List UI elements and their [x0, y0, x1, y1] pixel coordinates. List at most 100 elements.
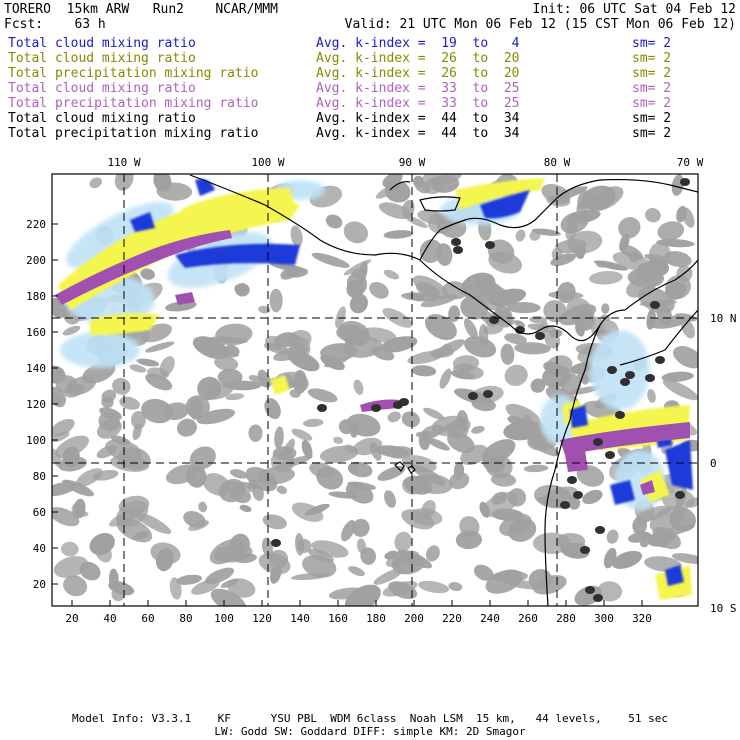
gray-cloud-cell [344, 444, 358, 454]
gray-cloud-cell [116, 500, 149, 528]
gray-cloud-cell [647, 530, 676, 547]
gray-cloud-cell [594, 260, 628, 271]
gray-cloud-cell [401, 476, 423, 495]
gray-cloud-cell [482, 282, 503, 304]
gray-cloud-cell [439, 368, 452, 389]
gray-cloud-cell [89, 533, 115, 555]
gray-cloud-cell [500, 343, 515, 365]
legend-k-index-range: Avg. k-index = 33 to 25 [316, 81, 520, 96]
run-title: TORERO 15km ARW Run2 NCAR/MMM [4, 2, 278, 17]
gray-cloud-cell [515, 229, 526, 242]
x-grid-label: 40 [103, 612, 116, 625]
gray-cloud-cell [176, 574, 202, 585]
gray-cloud-cell [348, 566, 365, 577]
gray-cloud-cell [671, 553, 698, 565]
gray-cloud-cell [256, 466, 296, 485]
gray-cloud-cell [274, 455, 313, 470]
gray-cloud-cell [485, 569, 523, 594]
gray-cloud-cell [523, 464, 549, 473]
gray-cloud-cell [75, 510, 89, 517]
gray-cloud-cell [307, 388, 338, 403]
gray-cloud-cell [565, 221, 578, 241]
gray-cloud-cell [485, 454, 513, 479]
gray-cloud-cell [560, 373, 582, 395]
x-grid-label: 140 [290, 612, 310, 625]
gray-cloud-cell [635, 505, 672, 522]
x-grid-label: 300 [594, 612, 614, 625]
gray-cloud-cell [111, 587, 126, 602]
gray-cloud-cell [414, 181, 431, 194]
gray-cloud-cell [506, 301, 541, 314]
gray-cloud-cell [217, 368, 243, 386]
gray-cloud-cell [473, 564, 494, 581]
gray-cloud-cell [188, 397, 203, 420]
gray-cloud-cell [590, 316, 604, 337]
gray-cloud-cell [129, 364, 147, 373]
gray-cloud-cell [136, 512, 172, 534]
gray-cloud-cell [621, 554, 632, 567]
gray-cloud-cell [420, 294, 457, 308]
x-grid-label: 280 [556, 612, 576, 625]
legend-smoothing: sm= 2 [632, 81, 672, 96]
dark-core-cell [560, 501, 570, 509]
legend-k-index-range: Avg. k-index = 44 to 34 [316, 111, 520, 126]
gray-cloud-cell [574, 309, 596, 331]
dark-core-cell [625, 371, 635, 379]
dark-core-cell [680, 178, 690, 186]
gray-cloud-cell [597, 581, 623, 602]
dark-core-cell [399, 398, 409, 406]
gray-cloud-cell [426, 174, 462, 186]
gray-cloud-cell [384, 490, 396, 508]
dark-core-cell [573, 491, 583, 499]
gray-cloud-cell [270, 564, 282, 584]
y-grid-label: 20 [33, 578, 46, 591]
gray-cloud-cell [344, 325, 358, 348]
dark-core-cell [645, 374, 655, 382]
gray-cloud-cell [188, 520, 210, 531]
latitude-label: 0 [710, 457, 717, 470]
gray-cloud-cell [325, 214, 343, 229]
gray-cloud-cell [361, 327, 397, 343]
gray-cloud-cell [632, 516, 648, 535]
gray-cloud-cell [189, 446, 216, 470]
gray-cloud-cell [448, 582, 463, 592]
gray-cloud-cell [343, 221, 369, 244]
gray-cloud-cell [111, 435, 131, 446]
legend-k-index-range: Avg. k-index = 26 to 20 [316, 51, 520, 66]
gray-cloud-cell [185, 464, 207, 488]
gray-cloud-cell [375, 445, 409, 458]
gray-cloud-cell [411, 464, 446, 486]
gray-cloud-cell [269, 288, 283, 313]
gray-cloud-cell [62, 325, 81, 336]
legend-k-index-range: Avg. k-index = 33 to 25 [316, 96, 520, 111]
gray-cloud-cell [197, 376, 222, 401]
gray-cloud-cell [301, 439, 313, 459]
gray-cloud-cell [463, 318, 478, 340]
gray-cloud-cell [177, 418, 197, 437]
y-grid-label: 40 [33, 542, 46, 555]
gray-cloud-cell [656, 238, 695, 248]
gray-cloud-cell [455, 530, 482, 550]
y-grid-label: 180 [26, 290, 46, 303]
gray-cloud-cell [145, 373, 173, 391]
gray-cloud-cell [346, 413, 381, 437]
dark-core-cell [535, 332, 545, 340]
gray-cloud-cell [346, 280, 365, 299]
gray-cloud-cell [662, 379, 698, 401]
gray-cloud-cell [387, 411, 401, 423]
gray-cloud-cell [383, 230, 414, 239]
gray-cloud-cell [276, 485, 288, 495]
gray-cloud-cell [528, 437, 559, 457]
dark-core-cell [567, 476, 577, 484]
gray-cloud-cell [141, 398, 174, 424]
gray-cloud-cell [220, 578, 239, 588]
legend-k-index-range: Avg. k-index = 44 to 34 [316, 126, 520, 141]
legend-smoothing: sm= 2 [632, 51, 672, 66]
gray-cloud-cell [96, 445, 117, 459]
gray-cloud-cell [349, 293, 368, 314]
dark-core-cell [615, 411, 625, 419]
gray-cloud-cell [165, 300, 197, 312]
gray-cloud-cell [449, 472, 470, 490]
gray-cloud-cell [587, 186, 624, 212]
physics-info: LW: Godd SW: Goddard DIFF: simple KM: 2D… [214, 725, 526, 738]
